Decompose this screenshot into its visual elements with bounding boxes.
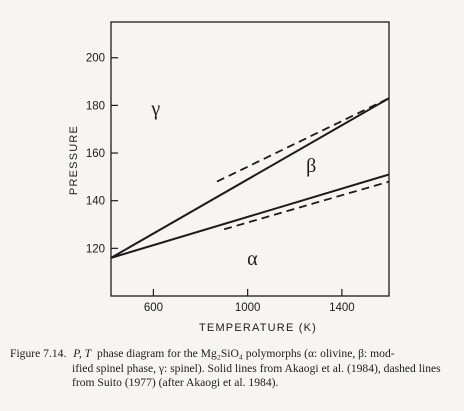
dashed-boundary-line-4: [223, 180, 390, 231]
y-tick-label: 180: [86, 100, 105, 112]
y-tick-label: 120: [86, 243, 105, 255]
y-tick-label: 160: [86, 148, 105, 160]
caption-line-2: ified spinel phase, γ: spinel). Solid li…: [72, 361, 441, 375]
phase-labels: γ β α: [150, 98, 316, 270]
alpha-phase-label: α: [247, 248, 258, 270]
phase-boundary-lines: [110, 97, 390, 259]
plot-area-border: [110, 21, 390, 297]
beta-phase-label: β: [306, 155, 316, 177]
x-tick-label: 1400: [329, 302, 355, 314]
caption-figure-label: Figure 7.14.: [10, 347, 67, 360]
y-tick-label: 140: [86, 196, 105, 208]
gamma-phase-label: γ: [150, 98, 160, 120]
x-tick-label: 600: [144, 302, 163, 314]
solid-boundary-line-2: [110, 173, 390, 259]
x-tick-label: 1000: [235, 302, 261, 314]
y-tick-label: 200: [86, 53, 105, 65]
caption-pt-italic: P, T: [73, 347, 92, 360]
plot-frame: [110, 21, 390, 297]
figure-caption: Figure 7.14. P, T phase diagram for the …: [10, 347, 458, 391]
solid-boundary-line-1: [110, 97, 390, 259]
axis-ticks: 600 1000 1400 120 140 160 180 200: [86, 53, 355, 314]
x-axis-label: TEMPERATURE (K): [199, 322, 317, 334]
y-axis-label: PRESSURE: [68, 125, 80, 195]
caption-line-1-text: phase diagram for the Mg₂SiO₄ polymorphs…: [97, 347, 395, 360]
caption-line-3: from Suito (1977) (after Akaogi et al. 1…: [72, 376, 279, 390]
caption-line-1: Figure 7.14. P, T phase diagram for the …: [10, 347, 458, 362]
dashed-boundary-line-3: [216, 97, 390, 183]
